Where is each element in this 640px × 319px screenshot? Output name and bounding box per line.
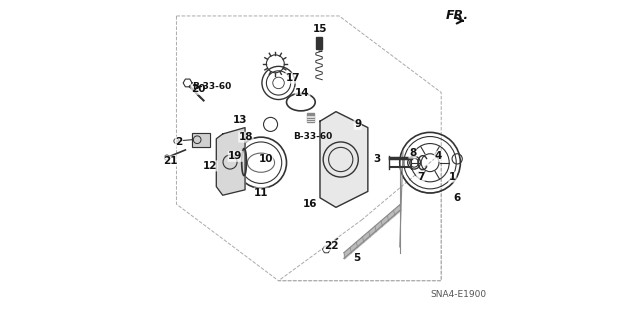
Text: 1: 1 (449, 172, 456, 182)
Text: 20: 20 (191, 84, 205, 94)
Text: 5: 5 (353, 253, 360, 263)
Text: 2: 2 (175, 137, 182, 147)
Text: 12: 12 (203, 161, 217, 171)
Text: 14: 14 (295, 87, 310, 98)
Bar (193, 133, 210, 147)
Text: 6: 6 (454, 193, 461, 203)
Text: 3: 3 (374, 154, 381, 165)
Text: 10: 10 (259, 154, 273, 165)
Polygon shape (320, 112, 368, 207)
Text: 9: 9 (354, 119, 361, 130)
Text: 7: 7 (417, 172, 424, 182)
Text: 17: 17 (285, 73, 300, 83)
Text: 4: 4 (435, 151, 442, 161)
Text: 21: 21 (163, 156, 177, 166)
Text: FR.: FR. (445, 9, 468, 22)
Text: 16: 16 (303, 199, 317, 209)
Text: B-33-60: B-33-60 (193, 82, 232, 91)
Polygon shape (216, 128, 245, 195)
Bar (307, 113, 314, 122)
Text: B-33-60: B-33-60 (293, 132, 332, 141)
Text: 11: 11 (254, 188, 269, 198)
Bar (193, 133, 210, 147)
Text: 15: 15 (313, 24, 327, 34)
Text: 8: 8 (409, 148, 416, 158)
Text: SNA4-E1900: SNA4-E1900 (430, 290, 486, 299)
Text: 22: 22 (324, 241, 339, 251)
Text: 19: 19 (228, 151, 243, 161)
Text: 13: 13 (232, 115, 247, 125)
Bar (316, 37, 322, 49)
Text: 18: 18 (239, 132, 253, 142)
